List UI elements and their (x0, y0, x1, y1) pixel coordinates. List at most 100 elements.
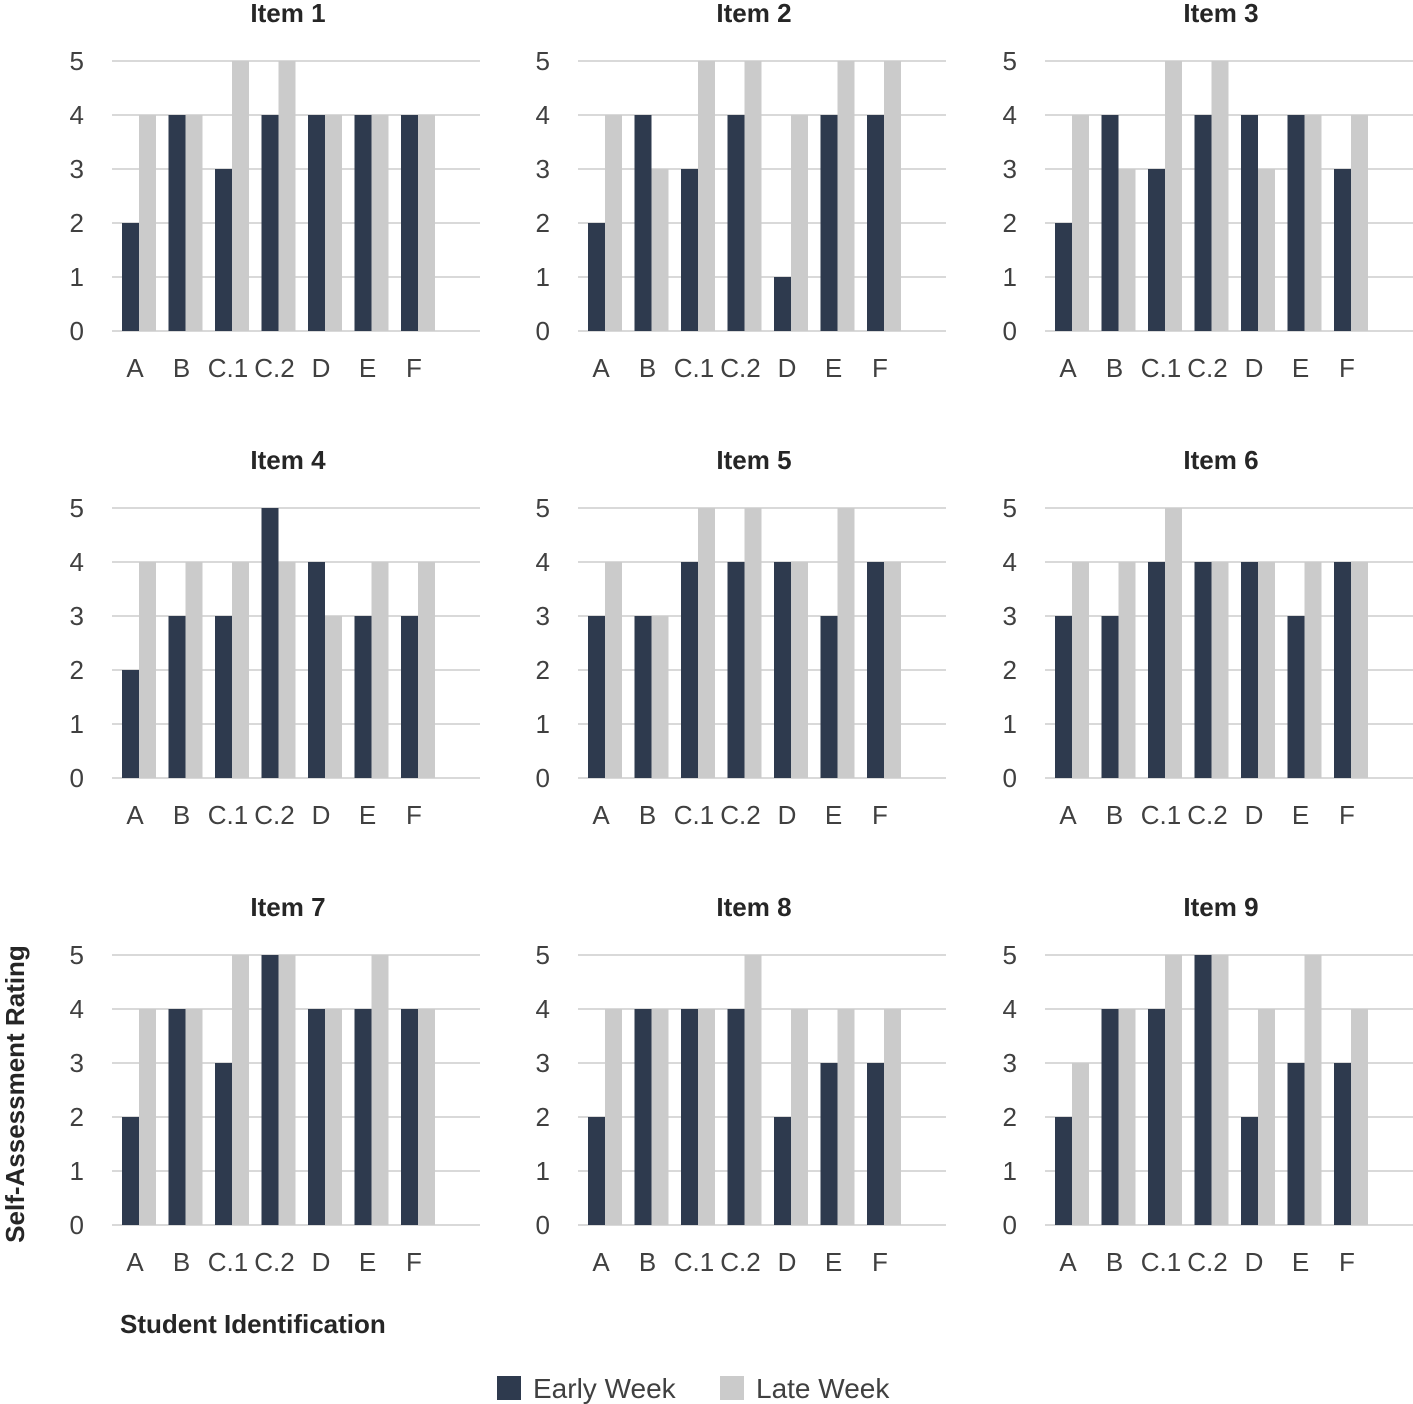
bar-early-week-D (1241, 115, 1258, 331)
bar-early-week-D (308, 1009, 325, 1225)
x-tick-label: E (1292, 800, 1309, 830)
bar-early-week-C.2 (727, 1009, 745, 1225)
y-tick-label: 3 (536, 601, 550, 631)
y-tick-label: 0 (70, 316, 84, 346)
bar-late-week-C.1 (698, 508, 715, 778)
y-tick-label: 4 (70, 547, 84, 577)
x-tick-label: C.1 (674, 353, 714, 383)
x-tick-label: A (1059, 800, 1077, 830)
bar-early-week-D (308, 562, 325, 778)
bar-late-week-F (884, 1009, 901, 1225)
bar-late-week-B (651, 616, 669, 778)
bar-early-week-C.1 (215, 169, 232, 331)
x-tick-label: A (126, 800, 144, 830)
bar-late-week-E (371, 115, 389, 331)
y-tick-label: 3 (1003, 154, 1017, 184)
bar-early-week-F (401, 1009, 418, 1225)
bar-early-week-C.1 (1148, 1009, 1165, 1225)
bar-early-week-A (588, 223, 605, 331)
y-tick-label: 5 (536, 940, 550, 970)
x-tick-label: E (359, 800, 376, 830)
x-tick-label: C.2 (720, 353, 760, 383)
x-tick-label: C.2 (720, 800, 760, 830)
bar-late-week-C.2 (1211, 61, 1229, 331)
y-tick-label: 2 (1003, 655, 1017, 685)
bar-late-week-E (837, 508, 855, 778)
bar-late-week-C.1 (232, 562, 249, 778)
bar-early-week-F (1334, 169, 1351, 331)
bar-early-week-C.2 (1194, 955, 1212, 1225)
x-tick-label: C.1 (674, 1247, 714, 1277)
y-tick-label: 5 (1003, 493, 1017, 523)
x-tick-label: B (173, 1247, 190, 1277)
bar-late-week-C.1 (1165, 955, 1182, 1225)
bar-late-week-F (418, 562, 435, 778)
x-tick-label: D (312, 1247, 331, 1277)
y-tick-label: 0 (1003, 316, 1017, 346)
y-tick-label: 1 (536, 1156, 550, 1186)
y-tick-label: 5 (70, 46, 84, 76)
bar-early-week-E (354, 115, 372, 331)
bar-early-week-F (867, 115, 884, 331)
x-tick-label: C.1 (1141, 800, 1181, 830)
panel-title: Item 3 (1183, 0, 1258, 28)
y-tick-label: 1 (1003, 709, 1017, 739)
x-tick-label: A (592, 800, 610, 830)
x-tick-label: C.2 (1187, 1247, 1227, 1277)
bar-early-week-F (1334, 1063, 1351, 1225)
x-tick-label: F (1339, 353, 1355, 383)
bar-early-week-F (867, 562, 884, 778)
bar-early-week-E (354, 616, 372, 778)
panel-3: Item 3 0 1 2 3 4 5 A B C.1 C.2 D E F (1003, 0, 1413, 383)
bar-early-week-C.1 (681, 1009, 698, 1225)
x-tick-label: C.1 (208, 1247, 248, 1277)
x-tick-label: D (312, 353, 331, 383)
bar-late-week-D (325, 1009, 342, 1225)
x-tick-label: F (1339, 800, 1355, 830)
panel-title: Item 4 (250, 445, 326, 475)
bar-early-week-C.1 (1148, 169, 1165, 331)
y-tick-label: 1 (1003, 1156, 1017, 1186)
x-tick-label: D (778, 1247, 797, 1277)
bar-late-week-D (325, 616, 342, 778)
y-tick-label: 5 (70, 493, 84, 523)
x-tick-label: A (1059, 353, 1077, 383)
x-tick-label: F (406, 1247, 422, 1277)
y-tick-label: 3 (1003, 1048, 1017, 1078)
x-tick-label: B (639, 800, 656, 830)
panel-5: Item 5 0 1 2 3 4 5 A B C.1 C.2 D E F (536, 445, 946, 830)
bar-late-week-E (371, 562, 389, 778)
bar-late-week-E (1304, 562, 1322, 778)
bar-early-week-B (1101, 616, 1119, 778)
x-tick-label: D (312, 800, 331, 830)
bar-late-week-C.2 (744, 508, 762, 778)
bar-early-week-F (867, 1063, 884, 1225)
y-tick-label: 1 (70, 262, 84, 292)
bar-early-week-C.2 (727, 562, 745, 778)
x-tick-label: F (406, 800, 422, 830)
bar-early-week-C.1 (215, 1063, 232, 1225)
bar-late-week-B (651, 1009, 669, 1225)
panel-title: Item 9 (1183, 892, 1258, 922)
bar-late-week-A (1072, 562, 1089, 778)
y-tick-label: 4 (536, 994, 550, 1024)
y-tick-label: 3 (536, 154, 550, 184)
y-tick-label: 1 (1003, 262, 1017, 292)
y-tick-label: 3 (70, 601, 84, 631)
y-tick-label: 0 (70, 1210, 84, 1240)
bar-late-week-A (139, 562, 156, 778)
bar-early-week-C.2 (727, 115, 745, 331)
bar-late-week-C.2 (1211, 955, 1229, 1225)
bar-early-week-C.2 (1194, 115, 1212, 331)
panel-title: Item 2 (716, 0, 791, 28)
y-tick-label: 0 (536, 763, 550, 793)
x-tick-label: A (592, 1247, 610, 1277)
x-tick-label: A (126, 1247, 144, 1277)
bar-early-week-B (168, 115, 186, 331)
y-tick-label: 5 (70, 940, 84, 970)
x-tick-label: C.2 (1187, 353, 1227, 383)
bar-late-week-D (791, 115, 808, 331)
y-tick-label: 5 (1003, 940, 1017, 970)
x-tick-label: D (1245, 800, 1264, 830)
x-tick-label: C.1 (208, 353, 248, 383)
